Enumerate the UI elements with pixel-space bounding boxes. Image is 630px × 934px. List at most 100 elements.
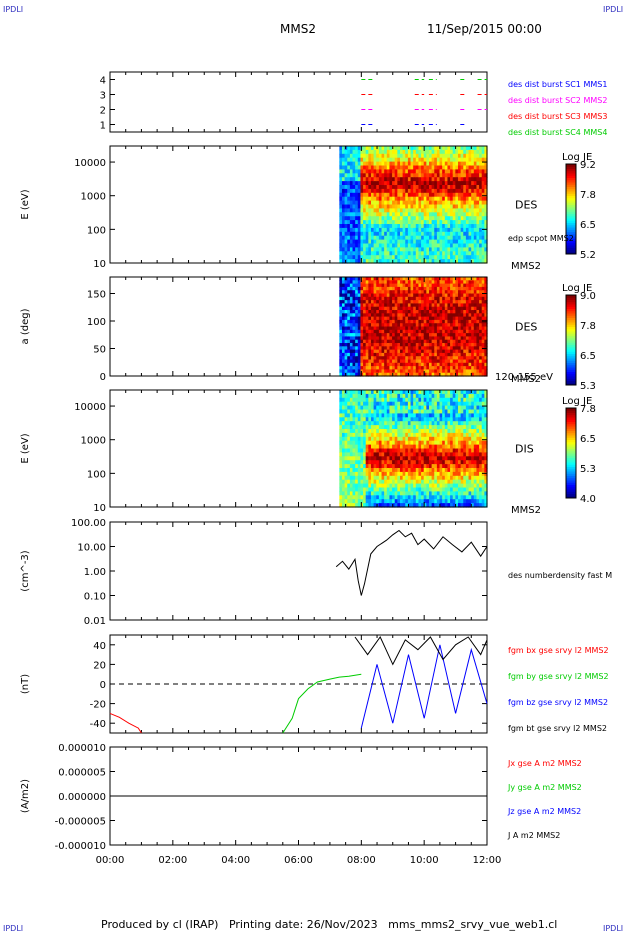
heatmap-cell [355, 149, 359, 155]
heatmap-cell [444, 326, 449, 331]
heatmap-cell [436, 464, 441, 469]
heatmap-cell [481, 255, 485, 260]
heatmap-cell [360, 220, 364, 225]
heatmap-cell [339, 204, 343, 209]
heatmap-cell [392, 393, 396, 399]
heatmap-cell [418, 157, 422, 163]
heatmap-cell [455, 255, 459, 260]
heatmap-cell [365, 413, 369, 418]
heatmap-cell [452, 161, 456, 167]
heatmap-cell [442, 161, 446, 167]
heatmap-cell [399, 487, 404, 492]
heatmap-cell [447, 417, 451, 422]
heatmap-cell [357, 356, 362, 361]
heatmap-cell [355, 346, 359, 351]
heatmap-cell [407, 259, 412, 264]
heatmap-cell [360, 255, 364, 260]
heatmap-cell [378, 349, 383, 354]
heatmap-cell [421, 452, 425, 457]
heatmap-cell [444, 212, 449, 217]
heatmap-cell [402, 436, 406, 442]
heatmap-cell [407, 208, 412, 213]
heatmap-cell [465, 243, 470, 248]
heatmap-cell [394, 165, 398, 170]
colorbar-segment [566, 297, 576, 300]
heatmap-cell [386, 296, 391, 301]
heatmap-cell [439, 421, 443, 426]
heatmap-cell [423, 425, 427, 430]
heatmap-cell [479, 188, 483, 194]
heatmap-cell [397, 444, 401, 450]
heatmap-cell [339, 468, 343, 473]
heatmap-cell [481, 316, 485, 321]
heatmap-cell [436, 499, 441, 504]
heatmap-cell [423, 401, 427, 407]
heatmap-cell [457, 149, 462, 155]
heatmap-cell [397, 247, 401, 252]
heatmap-cell [368, 479, 372, 485]
heatmap-cell [407, 323, 412, 328]
heatmap-cell [344, 157, 348, 163]
heatmap-cell [344, 300, 348, 304]
heatmap-cell [368, 491, 372, 496]
heatmap-cell [392, 255, 396, 260]
heatmap-cell [347, 352, 351, 357]
heatmap-cell [349, 333, 354, 337]
heatmap-cell [439, 216, 443, 221]
heatmap-cell [436, 188, 441, 194]
heatmap-cell [476, 216, 480, 221]
heatmap-cell [473, 296, 478, 301]
heatmap-cell [339, 146, 343, 151]
heatmap-cell [373, 293, 377, 298]
heatmap-cell [452, 188, 456, 194]
heatmap-cell [468, 185, 472, 190]
heatmap-cell [381, 503, 385, 508]
heatmap-cell [423, 204, 427, 209]
heatmap-cell [384, 200, 388, 206]
heatmap-cell [436, 212, 441, 217]
heatmap-cell [394, 224, 398, 229]
heatmap-cell [344, 306, 348, 311]
heatmap-cell [421, 405, 425, 411]
heatmap-cell [347, 157, 351, 163]
heatmap-cell [392, 448, 396, 453]
heatmap-cell [355, 165, 359, 170]
heatmap-cell [386, 153, 391, 159]
heatmap-cell [339, 157, 343, 163]
heatmap-cell [423, 343, 427, 347]
colorbar-segment [566, 346, 576, 350]
heatmap-cell [347, 227, 351, 233]
heatmap-cell [444, 165, 449, 170]
heatmap-cell [428, 499, 433, 504]
heatmap-cell [339, 277, 343, 281]
heatmap-cell [397, 425, 401, 430]
heatmap-cell [410, 239, 414, 245]
heatmap-cell [407, 329, 412, 334]
heatmap-cell [455, 200, 459, 206]
heatmap-cell [428, 405, 433, 411]
heatmap-cell [468, 220, 472, 225]
heatmap-cell [447, 231, 451, 237]
heatmap-cell [428, 247, 433, 252]
heatmap-cell [426, 310, 430, 314]
heatmap-cell [460, 224, 464, 229]
colorbar-tick-label: 7.8 [580, 321, 596, 332]
heatmap-cell [378, 401, 383, 407]
heatmap-cell [447, 251, 451, 256]
heatmap-cell [363, 397, 367, 403]
heatmap-cell [344, 409, 348, 414]
heatmap-cell [426, 397, 430, 403]
heatmap-cell [407, 161, 412, 167]
heatmap-cell [407, 460, 412, 465]
heatmap-cell [471, 157, 475, 163]
heatmap-cell [347, 421, 351, 426]
heatmap-cell [344, 165, 348, 170]
heatmap-cell [447, 393, 451, 399]
heatmap-cell [442, 146, 446, 151]
heatmap-cell [421, 479, 425, 485]
heatmap-cell [421, 224, 425, 229]
heatmap-cell [413, 251, 417, 256]
heatmap-cell [352, 192, 356, 198]
heatmap-cell [418, 329, 422, 334]
heatmap-cell [450, 483, 454, 489]
